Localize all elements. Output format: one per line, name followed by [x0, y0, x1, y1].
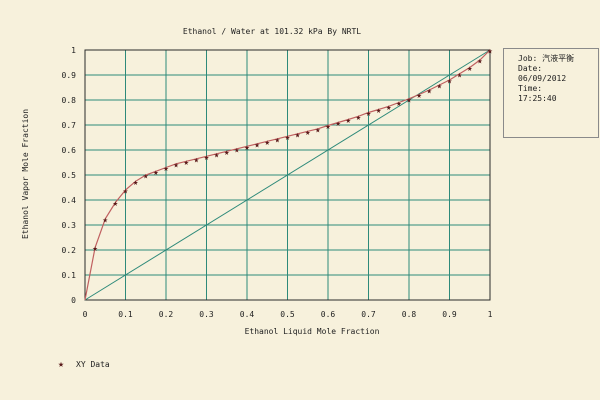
- legend-star-icon: ★: [58, 359, 65, 370]
- data-point-marker: ★: [437, 82, 443, 92]
- data-point-marker: ★: [113, 199, 119, 209]
- data-point-marker: ★: [366, 109, 372, 119]
- y-tick-label: 0: [71, 296, 76, 305]
- data-point-marker: ★: [457, 70, 463, 80]
- job-label: Job:: [518, 54, 538, 63]
- y-tick-label: 0.7: [62, 121, 77, 130]
- data-point-marker: ★: [153, 168, 159, 178]
- x-tick-label: 0: [83, 310, 88, 319]
- data-point-marker: ★: [386, 103, 392, 113]
- x-tick-label: 0.8: [402, 310, 417, 319]
- data-point-marker: ★: [214, 150, 220, 160]
- y-tick-label: 0.9: [62, 71, 77, 80]
- data-point-marker: ★: [356, 113, 362, 123]
- y-tick-label: 0.8: [62, 96, 77, 105]
- data-point-marker: ★: [244, 143, 250, 153]
- data-point-marker: ★: [376, 106, 382, 116]
- y-tick-label: 0.5: [62, 171, 77, 180]
- time-value: 17:25:40: [518, 94, 557, 103]
- data-point-marker: ★: [103, 215, 109, 225]
- chart-title: Ethanol / Water at 101.32 kPa By NRTL: [183, 27, 361, 36]
- y-tick-label: 0.6: [62, 146, 77, 155]
- data-point-marker: ★: [123, 187, 129, 197]
- x-tick-label: 0.3: [199, 310, 214, 319]
- data-point-marker: ★: [295, 130, 301, 140]
- data-point-marker: ★: [427, 87, 433, 97]
- data-point-marker: ★: [305, 128, 311, 138]
- data-point-marker: ★: [143, 172, 149, 182]
- data-point-marker: ★: [234, 145, 240, 155]
- data-point-marker: ★: [406, 95, 412, 105]
- diagonal-line: [84, 49, 491, 301]
- plot-frame: [84, 49, 491, 301]
- y-tick-label: 0.4: [62, 196, 77, 205]
- data-point-marker: ★: [335, 119, 341, 129]
- data-point-marker: ★: [254, 140, 260, 150]
- date-value: 06/09/2012: [518, 74, 567, 83]
- data-point-marker: ★: [447, 77, 453, 87]
- data-point-marker: ★: [416, 91, 422, 101]
- data-point-marker: ★: [477, 57, 483, 67]
- data-point-marker: ★: [275, 135, 281, 145]
- y-tick-label: 0.2: [62, 246, 77, 255]
- x-tick-label: 1: [488, 310, 493, 319]
- legend: ★ XY Data: [58, 359, 110, 370]
- series-layer: ★ ★ ★ ★ ★ ★ ★ ★ ★ ★ ★ ★ ★ ★ ★ ★ ★ ★ ★ ★ ★ ★ ★ ★ ★ ★ ★ ★ ★ ★ ★ ★ ★ ★ ★ ★ ★ ★ ★ ★: [84, 47, 493, 301]
- data-point-marker: ★: [194, 155, 200, 165]
- data-point-marker: ★: [92, 244, 98, 254]
- date-label: Date:: [518, 64, 543, 73]
- data-point-marker: ★: [396, 99, 402, 109]
- data-point-marker: ★: [173, 160, 179, 170]
- data-point-marker: ★: [265, 138, 271, 148]
- data-point-marker: ★: [163, 164, 169, 174]
- y-tick-label: 1: [71, 46, 76, 55]
- data-point-marker: ★: [204, 153, 210, 163]
- data-point-marker: ★: [133, 178, 139, 188]
- x-tick-label: 0.2: [159, 310, 174, 319]
- x-tick-label: 0.9: [442, 310, 457, 319]
- y-tick-label: 0.3: [62, 221, 77, 230]
- x-tick-label: 0.5: [280, 310, 295, 319]
- grid-lines: [85, 50, 490, 300]
- data-point-marker: ★: [487, 47, 493, 57]
- info-box: Job: 汽液平衡 Date: 06/09/2012 Time: 17:25:4…: [503, 48, 599, 138]
- data-point-marker: ★: [285, 133, 291, 143]
- data-point-marker: ★: [315, 125, 321, 135]
- x-tick-label: 0.1: [118, 310, 133, 319]
- data-point-marker: ★: [184, 158, 190, 168]
- x-tick-label: 0.7: [361, 310, 376, 319]
- x-tick-label: 0.4: [240, 310, 255, 319]
- time-label: Time:: [518, 84, 543, 93]
- tick-labels: 0 0.1 0.2 0.3 0.4 0.5 0.6 0.7 0.8 0.9 1 0 0.1 0.2 0.3 0…: [62, 46, 493, 319]
- data-point-marker: ★: [325, 122, 331, 132]
- legend-label: XY Data: [76, 360, 110, 369]
- data-point-marker: ★: [467, 64, 473, 74]
- equilibrium-curve: [84, 49, 491, 301]
- y-axis-label: Ethanol Vapor Mole Fraction: [21, 109, 30, 239]
- data-point-marker: ★: [224, 148, 230, 158]
- data-point-marker: ★: [346, 116, 352, 126]
- x-tick-label: 0.6: [321, 310, 336, 319]
- job-value: 汽液平衡: [542, 54, 575, 63]
- x-axis-label: Ethanol Liquid Mole Fraction: [245, 327, 380, 336]
- y-tick-label: 0.1: [62, 271, 77, 280]
